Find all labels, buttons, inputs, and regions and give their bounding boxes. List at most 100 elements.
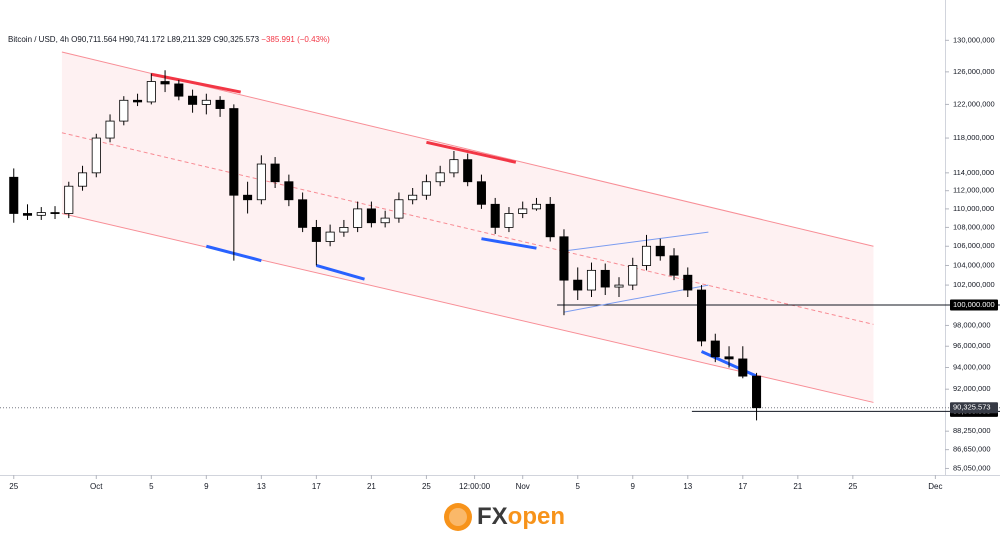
candle-body xyxy=(683,274,693,291)
candle xyxy=(504,207,514,233)
logo-text: FXopen xyxy=(477,503,565,530)
candle xyxy=(215,96,225,117)
x-tick-label: 17 xyxy=(312,482,321,491)
x-tick-label: Nov xyxy=(516,482,530,491)
y-tick-label: 102,000,000 xyxy=(953,280,995,289)
x-tick-label: 5 xyxy=(149,482,154,491)
y-tick-label: 104,000,000 xyxy=(953,260,995,269)
candle-body xyxy=(421,181,431,196)
candle xyxy=(353,201,363,233)
y-tick-label: 110,000,000 xyxy=(953,204,994,213)
candle xyxy=(229,104,239,261)
candle-body xyxy=(78,172,88,187)
candle-body xyxy=(710,340,720,358)
x-tick-label: 25 xyxy=(422,482,431,491)
candle-body xyxy=(339,227,349,233)
candle xyxy=(133,93,143,107)
candle xyxy=(655,238,665,261)
candle-body xyxy=(752,375,762,409)
x-tick-label: 21 xyxy=(793,482,802,491)
candle xyxy=(325,224,335,247)
candle xyxy=(394,192,404,223)
candle xyxy=(518,201,528,219)
candle xyxy=(710,333,720,363)
candle-body xyxy=(284,181,294,201)
candle-body xyxy=(738,358,748,377)
candle xyxy=(298,192,308,233)
candle-body xyxy=(9,176,19,214)
candle-body xyxy=(256,163,266,201)
price-label-box xyxy=(950,402,998,414)
candle-body xyxy=(36,212,46,216)
candle xyxy=(284,174,294,207)
candle xyxy=(476,174,486,209)
candle xyxy=(174,79,184,101)
candle xyxy=(22,204,33,220)
candle-body xyxy=(449,159,459,174)
candle xyxy=(366,201,376,228)
y-tick-label: 106,000,000 xyxy=(953,241,995,250)
candle-body xyxy=(559,236,569,281)
candle-body xyxy=(476,181,486,205)
channel-lower xyxy=(61,212,874,403)
candle-body xyxy=(614,284,624,288)
candle xyxy=(50,206,60,220)
candle-body xyxy=(325,231,335,242)
candle xyxy=(160,70,170,93)
x-tick-label: 17 xyxy=(738,482,747,491)
candle-body xyxy=(628,265,638,286)
candle xyxy=(683,267,693,298)
x-tick-label: 12:00:00 xyxy=(459,482,491,491)
candle-body xyxy=(435,172,445,183)
candle xyxy=(628,257,638,291)
ohlc: O90,711.564 H90,741.172 L89,211.329 C90,… xyxy=(71,35,259,44)
logo-icon xyxy=(444,503,472,531)
y-tick-label: 96,000,000 xyxy=(953,341,991,350)
candle-body xyxy=(490,203,500,228)
candle xyxy=(614,277,624,298)
y-tick-label: 130,000,000 xyxy=(953,35,995,44)
candle-body xyxy=(160,81,170,85)
y-tick-label: 92,000,000 xyxy=(953,384,991,393)
header: Bitcoin / USD, 4h O90,711.564 H90,741.17… xyxy=(8,35,330,44)
price-label-box xyxy=(950,299,998,311)
candle-body xyxy=(201,99,211,105)
candle-body xyxy=(697,289,707,342)
trend-line xyxy=(315,264,365,281)
y-tick-label: 88,250,000 xyxy=(953,426,991,435)
x-tick-label: 21 xyxy=(367,482,376,491)
candle xyxy=(641,234,652,271)
price-label: 100,000.000 xyxy=(953,300,995,309)
candle-body xyxy=(655,245,665,257)
candle xyxy=(105,114,115,143)
candle xyxy=(256,155,266,205)
candle xyxy=(697,285,707,347)
candle-body xyxy=(669,255,679,276)
y-tick-label: 122,000,000 xyxy=(953,99,995,108)
candle xyxy=(188,89,198,113)
symbol: Bitcoin / USD, 4h xyxy=(8,35,69,44)
candle xyxy=(490,197,500,234)
candle-body xyxy=(215,99,225,109)
candle xyxy=(449,150,459,178)
candle xyxy=(201,93,211,115)
candle-body xyxy=(394,199,404,219)
candle-body xyxy=(174,83,184,97)
candle xyxy=(146,73,156,105)
candle xyxy=(531,197,541,211)
trend-line xyxy=(563,231,709,252)
candle xyxy=(380,210,390,228)
candle-body xyxy=(188,95,198,105)
candle-body xyxy=(641,245,652,266)
y-tick-label: 126,000,000 xyxy=(953,67,995,76)
candle xyxy=(9,168,19,223)
x-tick-label: Dec xyxy=(928,482,942,491)
candle-body xyxy=(119,99,129,122)
x-tick-label: 13 xyxy=(683,482,692,491)
y-tick-label: 108,000,000 xyxy=(953,222,995,231)
candle-body xyxy=(586,269,597,291)
logo: FXopen xyxy=(444,503,565,531)
x-tick-label: 5 xyxy=(576,482,581,491)
candle xyxy=(586,262,597,298)
